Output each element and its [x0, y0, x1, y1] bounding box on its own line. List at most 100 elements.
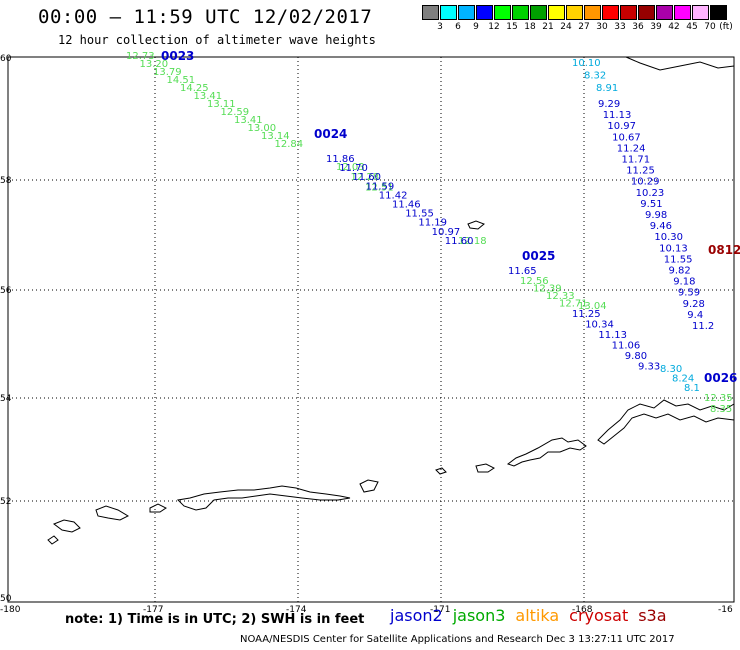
wave-height-value: 10.34 [585, 320, 614, 331]
wave-height-value: 10.97 [432, 227, 461, 238]
wave-height-value: 11.25 [572, 309, 601, 320]
grid [8, 57, 734, 602]
wave-height-value: 13.79 [153, 67, 182, 78]
wave-height-value: 8.24 [672, 374, 694, 385]
legend-unit: (ft) [719, 22, 733, 32]
wave-height-value: 13.11 [207, 99, 236, 110]
wave-height-value: 8.91 [596, 83, 618, 94]
legend-label: 30 [596, 22, 608, 32]
legend-swatch [656, 5, 673, 20]
wave-height-value: 9.18 [673, 277, 695, 288]
legend-swatch [530, 5, 547, 20]
legend-swatch [620, 5, 637, 20]
pribilof-island [467, 220, 485, 230]
wave-height-value: 12.03 [336, 162, 365, 173]
lat-tick: 52 [0, 497, 11, 507]
lat-tick: 56 [0, 286, 12, 296]
fox-islands [475, 463, 495, 473]
lat-tick-labels: 60 58 56 54 52 50 [0, 54, 12, 604]
islands-4w [435, 467, 447, 475]
wave-height-value: 9.46 [650, 221, 672, 232]
islands-near [95, 505, 130, 521]
wave-height-value: 12.56 [520, 276, 549, 287]
wave-height-value: 13.20 [140, 59, 169, 70]
wave-height-value: 11.25 [626, 166, 655, 177]
wave-height-value: 9.4 [687, 310, 703, 321]
wave-height-value: 11.13 [603, 110, 632, 121]
legend-swatch [710, 5, 727, 20]
wave-height-value: 9.82 [669, 266, 691, 277]
satellite-name: s3a [638, 606, 667, 625]
lon-tick: -16 [718, 605, 733, 615]
lon-tick: -171 [430, 605, 450, 615]
pass-id-label: 0025 [522, 249, 555, 263]
legend-swatch [692, 5, 709, 20]
wave-height-value: 9.51 [640, 199, 662, 210]
wave-height-value: 12.35 [704, 393, 733, 404]
wave-height-value: 13.41 [194, 91, 223, 102]
wave-height-value: 11.46 [392, 200, 421, 211]
wave-height-value: 13.14 [261, 131, 290, 142]
lat-tick: 58 [0, 176, 12, 186]
legend-swatch [440, 5, 457, 20]
footer-credit: NOAA/NESDIS Center for Satellite Applica… [240, 634, 675, 645]
legend-label: 9 [473, 22, 479, 32]
wave-height-value: 9.80 [625, 351, 647, 362]
wave-height-value: 11.71 [622, 155, 651, 166]
legend-label: 33 [614, 22, 626, 32]
wave-height-value: 12.71 [559, 299, 588, 310]
attu-island [52, 519, 81, 533]
wave-height-value: 11.60 [445, 236, 474, 247]
pass-id-label: 0026 [704, 371, 737, 385]
wave-height-value: 12.28 [351, 172, 380, 183]
islands-rat [176, 485, 351, 511]
wave-height-value: 14.51 [167, 75, 196, 86]
wave-height-value: 9.33 [638, 362, 660, 373]
wave-height-value: 10.23 [636, 188, 665, 199]
satellite-name: altika [515, 606, 560, 625]
satellite-name: cryosat [569, 606, 629, 625]
mainland-coast [625, 56, 735, 71]
wave-height-value: 12.39 [533, 284, 562, 295]
wave-height-value: 9.98 [645, 210, 667, 221]
legend-label: 42 [668, 22, 680, 32]
map-title: 00:00 – 11:59 UTC 12/02/2017 [38, 6, 373, 28]
legend-label: 15 [506, 22, 518, 32]
wave-height-value: 10.10 [572, 58, 601, 69]
legend-swatch [494, 5, 511, 20]
wave-height-value: 11.86 [326, 154, 355, 165]
legend-label: 36 [632, 22, 644, 32]
footer-note: note: 1) Time is in UTC; 2) SWH is in fe… [65, 612, 365, 627]
wave-height-value: 11.70 [339, 163, 368, 174]
pass-id-label: 0024 [314, 127, 347, 141]
lon-tick: -174 [286, 605, 307, 615]
pass-labels: 0023 0024 0025 0026 0812 [161, 49, 740, 385]
legend-swatch [548, 5, 565, 20]
legend-label: 24 [560, 22, 572, 32]
lat-tick: 54 [0, 394, 12, 404]
wave-height-value: 9.59 [678, 288, 700, 299]
lat-tick: 50 [0, 594, 12, 604]
map-subtitle: 12 hour collection of altimeter wave hei… [58, 33, 376, 47]
wave-height-value: 10.30 [654, 232, 683, 243]
pass-id-label: 0812 [708, 243, 740, 257]
wave-height-value: 11.13 [598, 330, 627, 341]
legend-swatch [512, 5, 529, 20]
legend-label: 3 [437, 22, 443, 32]
satellite-name: jason3 [452, 606, 506, 625]
wave-height-value: 11.19 [418, 218, 447, 229]
lon-tick: -168 [572, 605, 593, 615]
legend-label: 70 [704, 22, 716, 32]
pass-id-label: 0023 [161, 49, 194, 63]
wave-height-value: 13.04 [578, 301, 607, 312]
wave-height-value: 11.60 [352, 172, 381, 183]
wave-height-value: 10.67 [612, 132, 641, 143]
wave-height-value: 11.42 [379, 190, 408, 201]
wave-height-value: 11.55 [405, 209, 434, 220]
wave-height-value: 12.33 [546, 291, 575, 302]
legend-swatch [602, 5, 619, 20]
legend-label: 18 [524, 22, 536, 32]
wave-height-value: 13.41 [234, 115, 263, 126]
wave-height-value: 13.00 [248, 123, 277, 134]
wave-height-value: 12.18 [458, 236, 487, 247]
